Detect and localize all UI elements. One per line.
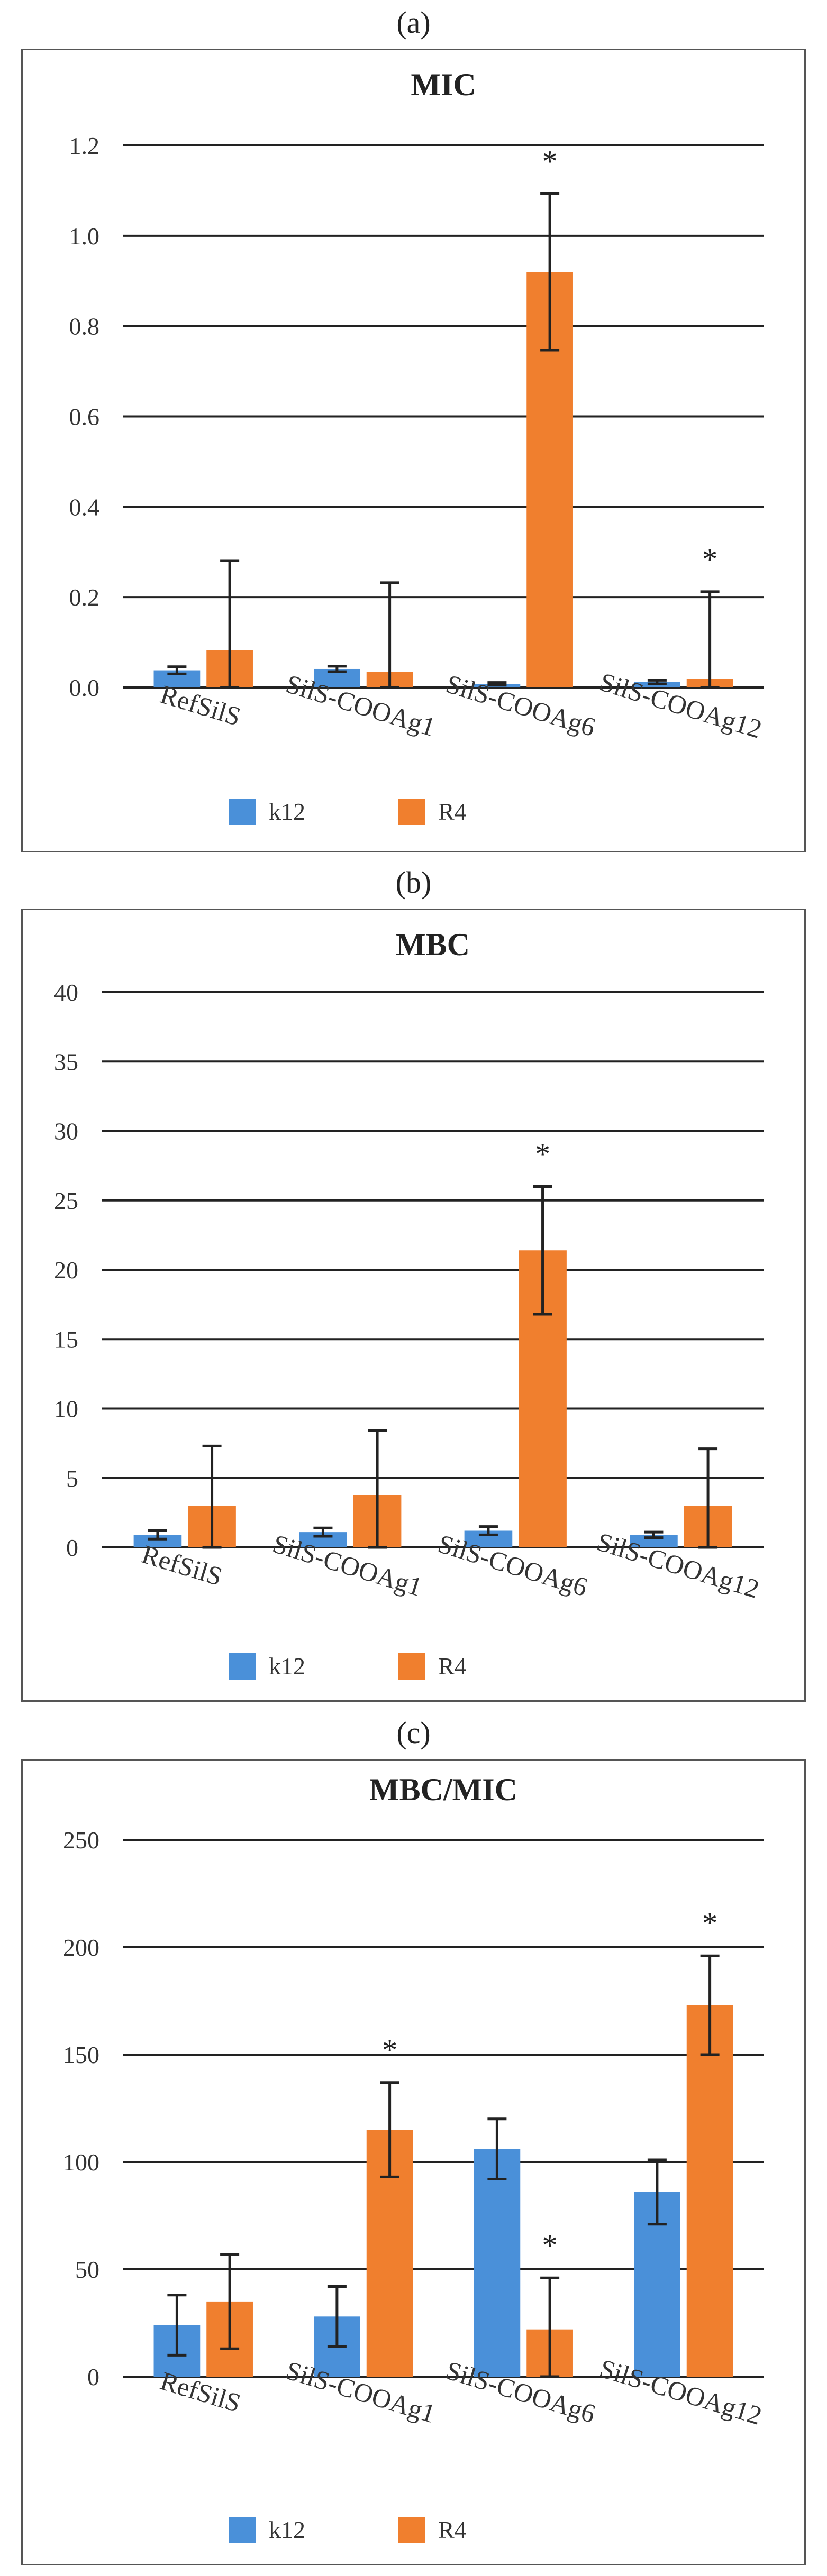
significance-marker: * xyxy=(382,2033,397,2067)
y-tick-label: 1.2 xyxy=(69,132,100,159)
legend-label-k12: k12 xyxy=(269,2516,305,2543)
y-tick-label: 30 xyxy=(54,1118,78,1145)
legend-swatch-k12 xyxy=(229,799,256,825)
y-tick-label: 250 xyxy=(63,1827,99,1854)
panel-c-label: (c) xyxy=(396,1716,431,1750)
legend-label-R4: R4 xyxy=(438,1653,467,1680)
y-tick-label: 25 xyxy=(54,1187,78,1214)
y-tick-label: 100 xyxy=(63,2149,99,2176)
y-tick-label: 15 xyxy=(54,1326,78,1353)
x-category-label: SilS-COOAg12 xyxy=(596,667,765,744)
y-tick-label: 0.4 xyxy=(69,493,100,520)
significance-marker: * xyxy=(702,542,717,576)
significance-marker: * xyxy=(542,144,558,178)
panel-a: MIC 0.0 0.2 0.4 0.6 0.8 1.0 1.2 RefSilS SilS-COOA… xyxy=(21,49,806,852)
x-category-label: SilS-COOAg1 xyxy=(283,2355,439,2428)
x-category-label: SilS-COOAg1 xyxy=(283,668,439,742)
mbc-mic-chart: MBC/MIC050100150200250RefSilS*SilS-COOAg… xyxy=(63,1772,765,2543)
y-tick-label: 150 xyxy=(63,2041,99,2068)
y-tick-label: 0.2 xyxy=(69,584,100,611)
x-category-label: SilS-COOAg12 xyxy=(596,2353,765,2431)
panel-a-label: (a) xyxy=(396,5,431,40)
panel-b-label: (b) xyxy=(395,865,432,900)
bar-R4 xyxy=(686,2005,733,2377)
y-tick-label: 50 xyxy=(75,2256,99,2283)
chart-title: MBC xyxy=(396,927,470,962)
x-category-label: SilS-COOAg6 xyxy=(435,1528,591,1602)
significance-marker: * xyxy=(542,2228,558,2262)
legend-swatch-R4 xyxy=(398,1653,425,1680)
bar-k12 xyxy=(133,1535,182,1547)
y-tick-label: 10 xyxy=(54,1396,78,1423)
legend-swatch-R4 xyxy=(398,2517,425,2543)
bar-k12 xyxy=(630,1535,678,1547)
panel-c: MBC/MIC 0 50 100 150 200 250 RefSilS * SilS-COOAg… xyxy=(21,1759,806,2565)
x-category-label: SilS-COOAg6 xyxy=(443,2355,599,2428)
significance-marker: * xyxy=(535,1137,550,1171)
panel-b: MBC 0 5 10 15 20 25 30 35 40 RefSilS SilS-COOAg1 * Si… xyxy=(21,909,806,1702)
chart-title: MIC xyxy=(411,67,476,102)
legend-label-R4: R4 xyxy=(438,2516,467,2543)
y-tick-label: 0.6 xyxy=(69,404,100,430)
y-tick-label: 20 xyxy=(54,1257,78,1284)
legend-label-k12: k12 xyxy=(269,798,305,825)
y-tick-label: 0.8 xyxy=(69,313,100,340)
legend-label-k12: k12 xyxy=(269,1653,305,1680)
y-tick-label: 200 xyxy=(63,1934,99,1961)
chart-title: MBC/MIC xyxy=(369,1772,517,1807)
y-tick-label: 0.0 xyxy=(69,674,100,701)
y-tick-label: 1.0 xyxy=(69,223,100,250)
x-category-label: SilS-COOAg12 xyxy=(594,1527,762,1604)
significance-marker: * xyxy=(702,1906,717,1940)
legend-label-R4: R4 xyxy=(438,798,467,825)
legend-swatch-k12 xyxy=(229,2517,256,2543)
x-category-label: SilS-COOAg6 xyxy=(443,668,599,742)
y-tick-label: 35 xyxy=(54,1048,78,1075)
y-tick-label: 40 xyxy=(54,979,78,1006)
bar-k12 xyxy=(474,2149,521,2377)
y-tick-label: 5 xyxy=(66,1465,78,1492)
legend-swatch-R4 xyxy=(398,799,425,825)
legend-swatch-k12 xyxy=(229,1653,256,1680)
y-tick-label: 0 xyxy=(87,2363,99,2390)
y-tick-label: 0 xyxy=(66,1534,78,1561)
x-category-label: SilS-COOAg1 xyxy=(269,1528,425,1602)
